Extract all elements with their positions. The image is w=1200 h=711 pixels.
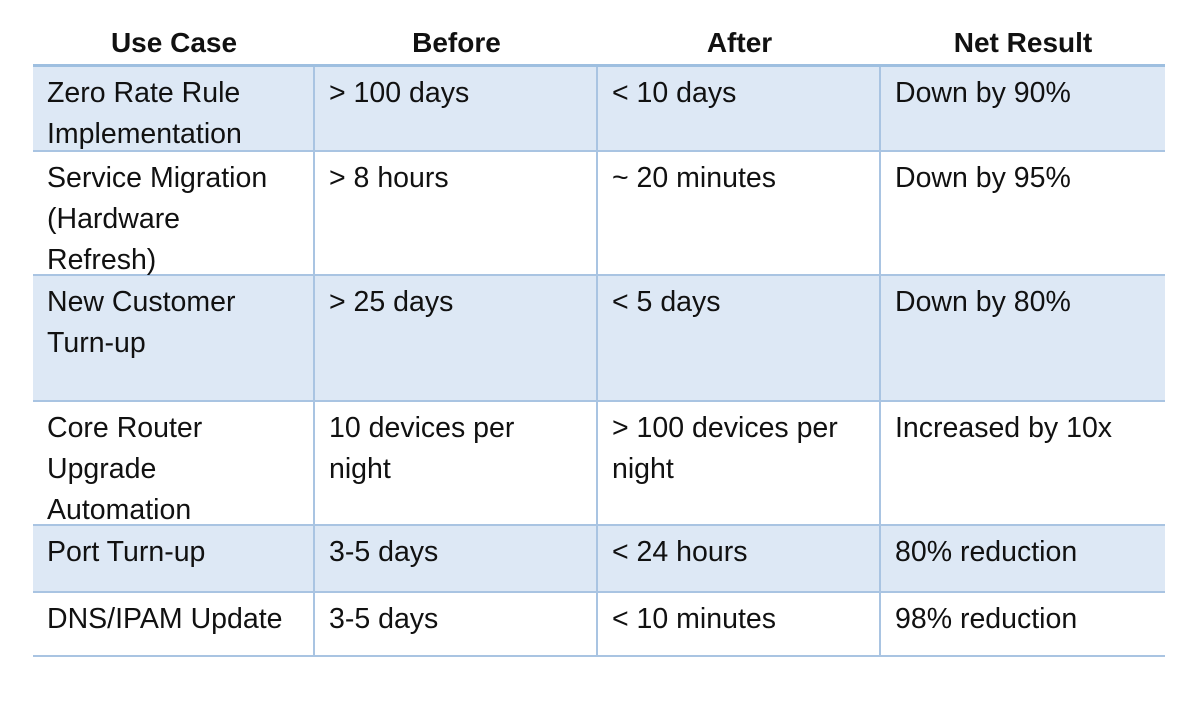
table-row: DNS/IPAM Update 3-5 days < 10 minutes 98…	[33, 593, 1165, 657]
after-cell: < 5 days	[598, 276, 881, 400]
before-cell: 3-5 days	[315, 593, 598, 655]
use-case-cell: Core Router Upgrade Automation	[33, 402, 315, 526]
net-result-cell: 80% reduction	[895, 536, 1078, 568]
results-table: Use Case Before After Net Result Zero Ra…	[33, 22, 1165, 657]
use-case-cell: New Customer Turn-up	[33, 276, 315, 400]
net-result-cell: 98% reduction	[895, 603, 1078, 635]
table-row: New Customer Turn-up > 25 days < 5 days …	[33, 276, 1165, 402]
header-use-case: Use Case	[110, 27, 238, 58]
before-cell: 3-5 days	[315, 526, 598, 591]
before-cell: > 100 days	[315, 67, 598, 150]
before-cell: > 8 hours	[315, 152, 598, 274]
header-before: Before	[412, 27, 501, 58]
table-header: Use Case Before After Net Result	[33, 22, 1165, 67]
header-after: After	[706, 27, 773, 58]
before-cell: > 25 days	[315, 276, 598, 400]
use-case-cell: DNS/IPAM Update	[33, 593, 315, 655]
table-row: Core Router Upgrade Automation 10 device…	[33, 402, 1165, 526]
after-cell: < 24 hours	[598, 526, 881, 591]
net-result-cell: Down by 90%	[895, 77, 1071, 109]
after-cell: ~ 20 minutes	[598, 152, 881, 274]
net-result-cell: Down by 95%	[895, 162, 1071, 194]
table-row: Service Migration (Hardware Refresh) > 8…	[33, 152, 1165, 276]
net-result-cell: Down by 80%	[895, 286, 1071, 318]
net-result-cell: Increased by 10x	[895, 412, 1113, 444]
use-case-cell: Service Migration (Hardware Refresh)	[33, 152, 315, 276]
table-row: Zero Rate Rule Implementation > 100 days…	[33, 67, 1165, 152]
table-row: Port Turn-up 3-5 days < 24 hours 80% red…	[33, 526, 1165, 593]
use-case-cell: Zero Rate Rule Implementation	[33, 67, 315, 150]
after-cell: < 10 days	[598, 67, 881, 150]
after-cell: > 100 devices per night	[598, 402, 881, 524]
use-case-cell: Port Turn-up	[33, 526, 315, 591]
before-cell: 10 devices per night	[315, 402, 598, 524]
header-net-result: Net Result	[953, 27, 1093, 58]
after-cell: < 10 minutes	[598, 593, 881, 655]
